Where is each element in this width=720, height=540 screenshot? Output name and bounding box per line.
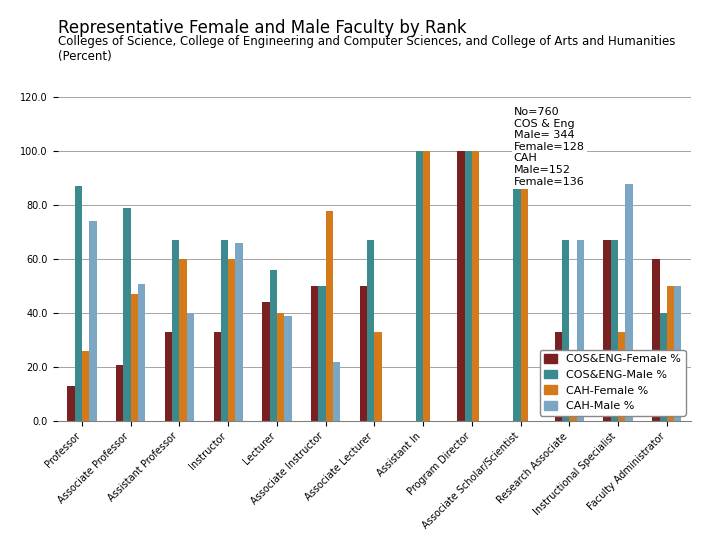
Legend: COS&ENG-Female %, COS&ENG-Male %, CAH-Female %, CAH-Male %: COS&ENG-Female %, COS&ENG-Male %, CAH-Fe…: [540, 349, 685, 416]
Bar: [577, 240, 584, 421]
Bar: [611, 240, 618, 421]
Bar: [652, 259, 660, 421]
Bar: [457, 151, 464, 421]
Bar: [284, 316, 292, 421]
Bar: [277, 313, 284, 421]
Bar: [138, 284, 145, 421]
Bar: [521, 151, 528, 421]
Bar: [123, 208, 131, 421]
Bar: [89, 221, 96, 421]
Bar: [423, 151, 431, 421]
Bar: [221, 240, 228, 421]
Bar: [131, 294, 138, 421]
Bar: [374, 332, 382, 421]
Bar: [660, 313, 667, 421]
Bar: [603, 240, 611, 421]
Bar: [472, 151, 480, 421]
Bar: [68, 386, 75, 421]
Bar: [554, 332, 562, 421]
Bar: [172, 240, 179, 421]
Bar: [75, 186, 82, 421]
Bar: [626, 184, 633, 421]
Bar: [667, 286, 674, 421]
Bar: [618, 332, 626, 421]
Bar: [333, 362, 341, 421]
Bar: [318, 286, 325, 421]
Bar: [179, 259, 186, 421]
Bar: [513, 151, 521, 421]
Bar: [228, 259, 235, 421]
Bar: [214, 332, 221, 421]
Bar: [570, 389, 577, 421]
Text: Representative Female and Male Faculty by Rank: Representative Female and Male Faculty b…: [58, 19, 467, 37]
Bar: [311, 286, 318, 421]
Bar: [325, 211, 333, 421]
Bar: [360, 286, 367, 421]
Bar: [82, 351, 89, 421]
Bar: [269, 270, 277, 421]
Bar: [367, 240, 374, 421]
Text: No=760
COS & Eng
Male= 344
Female=128
CAH
Male=152
Female=136: No=760 COS & Eng Male= 344 Female=128 CA…: [514, 107, 585, 186]
Text: Colleges of Science, College of Engineering and Computer Sciences, and College o: Colleges of Science, College of Engineer…: [58, 35, 675, 63]
Bar: [562, 240, 570, 421]
Bar: [165, 332, 172, 421]
Bar: [186, 313, 194, 421]
Bar: [116, 364, 123, 421]
Bar: [262, 302, 269, 421]
Bar: [235, 243, 243, 421]
Bar: [674, 286, 681, 421]
Bar: [464, 151, 472, 421]
Bar: [416, 151, 423, 421]
